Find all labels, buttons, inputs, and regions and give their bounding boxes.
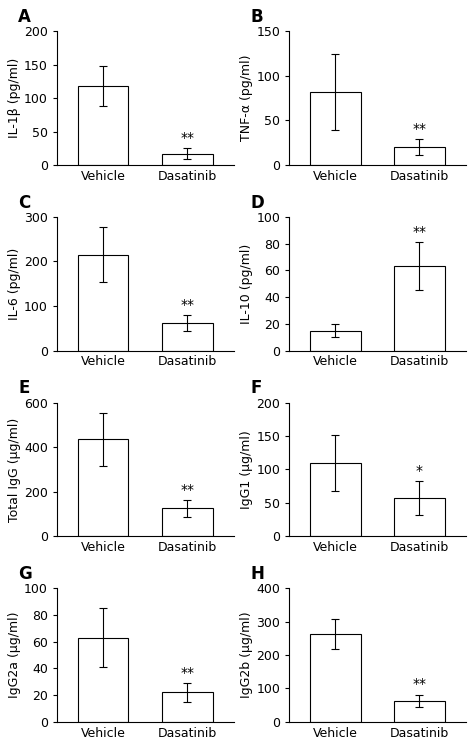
Text: E: E xyxy=(18,379,29,397)
Bar xyxy=(394,266,445,351)
Bar xyxy=(162,323,212,351)
Bar xyxy=(162,509,212,536)
Text: **: ** xyxy=(412,225,427,239)
Bar xyxy=(310,331,361,351)
Y-axis label: IL-6 (pg/ml): IL-6 (pg/ml) xyxy=(9,248,21,320)
Text: A: A xyxy=(18,8,31,26)
Text: *: * xyxy=(416,464,423,478)
Y-axis label: IgG2b (μg/ml): IgG2b (μg/ml) xyxy=(240,612,254,699)
Bar xyxy=(310,463,361,536)
Text: **: ** xyxy=(180,482,194,497)
Text: G: G xyxy=(18,565,32,583)
Y-axis label: IL-10 (pg/ml): IL-10 (pg/ml) xyxy=(240,244,254,324)
Y-axis label: IgG1 (μg/ml): IgG1 (μg/ml) xyxy=(240,430,254,509)
Text: B: B xyxy=(250,8,263,26)
Text: **: ** xyxy=(180,131,194,145)
Y-axis label: IL-1β (pg/ml): IL-1β (pg/ml) xyxy=(9,58,21,138)
Text: D: D xyxy=(250,194,264,212)
Text: **: ** xyxy=(412,678,427,691)
Bar xyxy=(78,255,128,351)
Text: **: ** xyxy=(412,122,427,136)
Y-axis label: Total IgG (μg/ml): Total IgG (μg/ml) xyxy=(9,417,21,521)
Bar xyxy=(310,92,361,165)
Bar xyxy=(394,147,445,165)
Y-axis label: TNF-α (pg/ml): TNF-α (pg/ml) xyxy=(240,55,254,141)
Bar xyxy=(310,634,361,722)
Bar xyxy=(78,637,128,722)
Bar xyxy=(162,153,212,165)
Text: H: H xyxy=(250,565,264,583)
Y-axis label: IgG2a (μg/ml): IgG2a (μg/ml) xyxy=(9,612,21,698)
Text: F: F xyxy=(250,379,262,397)
Bar xyxy=(78,439,128,536)
Bar xyxy=(394,701,445,722)
Text: **: ** xyxy=(180,666,194,680)
Bar xyxy=(394,498,445,536)
Bar xyxy=(78,86,128,165)
Bar xyxy=(162,693,212,722)
Text: C: C xyxy=(18,194,30,212)
Text: **: ** xyxy=(180,298,194,312)
